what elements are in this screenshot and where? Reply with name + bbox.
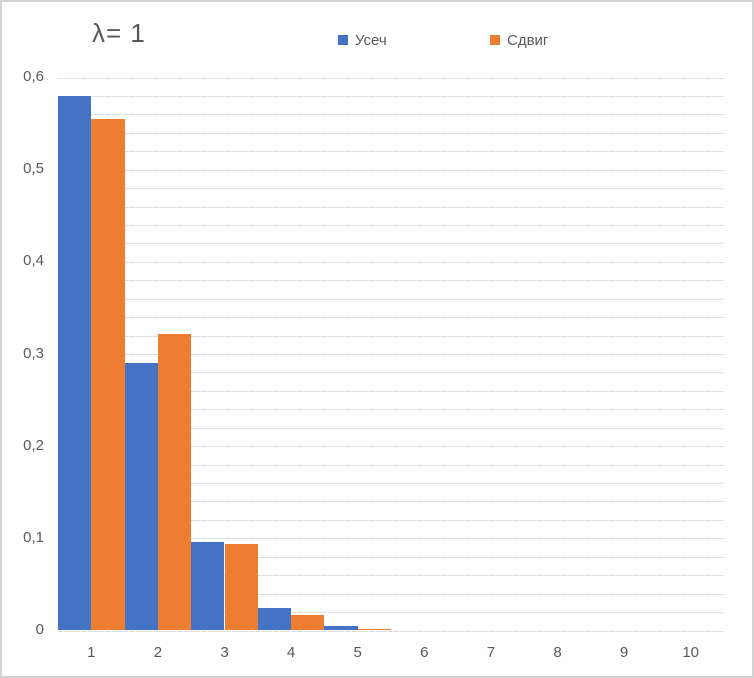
x-axis-tick-label: 4 bbox=[286, 644, 296, 661]
gridline bbox=[58, 593, 724, 595]
bar-Усеч-2[interactable] bbox=[124, 363, 158, 631]
bar-Усеч-5[interactable] bbox=[324, 625, 358, 631]
gridline bbox=[58, 188, 724, 190]
x-axis-tick-label: 2 bbox=[153, 644, 163, 661]
x-axis-tick-label: 3 bbox=[220, 644, 229, 661]
bar-Сдвиг-2[interactable] bbox=[157, 333, 192, 631]
x-axis-tick-label: 7 bbox=[486, 644, 496, 661]
legend-item-Усеч[interactable]: Усеч bbox=[338, 31, 387, 49]
legend-swatch-icon bbox=[338, 35, 348, 45]
gridline bbox=[58, 335, 724, 337]
gridline bbox=[58, 575, 724, 577]
gridline bbox=[58, 206, 724, 208]
gridline bbox=[58, 464, 724, 466]
gridline bbox=[58, 519, 724, 521]
gridline bbox=[58, 317, 724, 319]
gridline bbox=[58, 298, 724, 300]
gridline bbox=[58, 114, 724, 116]
gridline bbox=[58, 409, 724, 411]
gridline bbox=[58, 427, 724, 429]
bar-Усеч-4[interactable] bbox=[257, 608, 292, 631]
bar-Сдвиг-5[interactable] bbox=[357, 628, 391, 631]
gridline bbox=[58, 501, 724, 503]
x-axis-tick-label: 10 bbox=[682, 644, 700, 661]
bar-Сдвиг-3[interactable] bbox=[224, 543, 258, 631]
bar-Усеч-1[interactable] bbox=[58, 95, 92, 631]
gridline bbox=[58, 630, 724, 632]
gridline bbox=[58, 354, 724, 355]
gridline bbox=[58, 169, 724, 171]
gridline bbox=[58, 483, 724, 485]
x-axis-tick-label: 5 bbox=[353, 644, 362, 661]
gridline bbox=[58, 77, 724, 79]
y-axis-tick-label: 0,4 bbox=[23, 252, 44, 270]
gridline bbox=[58, 151, 724, 153]
gridline bbox=[58, 390, 724, 392]
gridline bbox=[58, 556, 724, 558]
x-axis-tick-label: 8 bbox=[553, 644, 562, 661]
gridline bbox=[58, 538, 724, 540]
bar-Усеч-3[interactable] bbox=[191, 542, 225, 631]
gridline bbox=[58, 372, 724, 374]
legend-label: Усеч bbox=[355, 31, 387, 49]
x-axis-tick-label: 9 bbox=[619, 644, 629, 661]
x-axis-tick-label: 6 bbox=[420, 644, 429, 661]
gridline bbox=[58, 261, 724, 263]
y-axis-tick-label: 0,5 bbox=[23, 160, 44, 178]
legend-label: Сдвиг bbox=[507, 31, 549, 49]
gridline bbox=[58, 446, 724, 448]
y-axis-tick-label: 0,6 bbox=[23, 68, 44, 85]
legend-swatch-icon bbox=[490, 35, 500, 45]
y-axis-tick-label: 0,3 bbox=[23, 344, 44, 362]
chart-title[interactable]: λ= 1 bbox=[92, 18, 146, 48]
legend-item-Сдвиг[interactable]: Сдвиг bbox=[490, 31, 549, 49]
bar-Сдвиг-4[interactable] bbox=[291, 614, 325, 631]
y-axis-tick-label: 0,1 bbox=[23, 528, 44, 546]
y-axis-tick-label: 0 bbox=[35, 621, 44, 638]
gridline bbox=[58, 612, 724, 614]
gridline bbox=[58, 132, 724, 134]
gridline bbox=[58, 224, 724, 226]
gridline bbox=[58, 280, 724, 282]
gridline bbox=[58, 243, 724, 245]
y-axis-tick-label: 0,2 bbox=[23, 436, 44, 454]
bar-Сдвиг-1[interactable] bbox=[91, 118, 125, 631]
x-axis-tick-label: 1 bbox=[87, 644, 96, 661]
gridline bbox=[58, 95, 724, 97]
